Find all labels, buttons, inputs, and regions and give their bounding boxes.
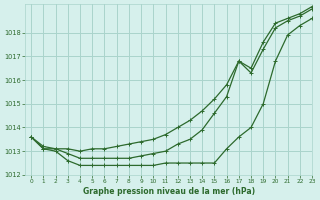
X-axis label: Graphe pression niveau de la mer (hPa): Graphe pression niveau de la mer (hPa) <box>83 187 255 196</box>
